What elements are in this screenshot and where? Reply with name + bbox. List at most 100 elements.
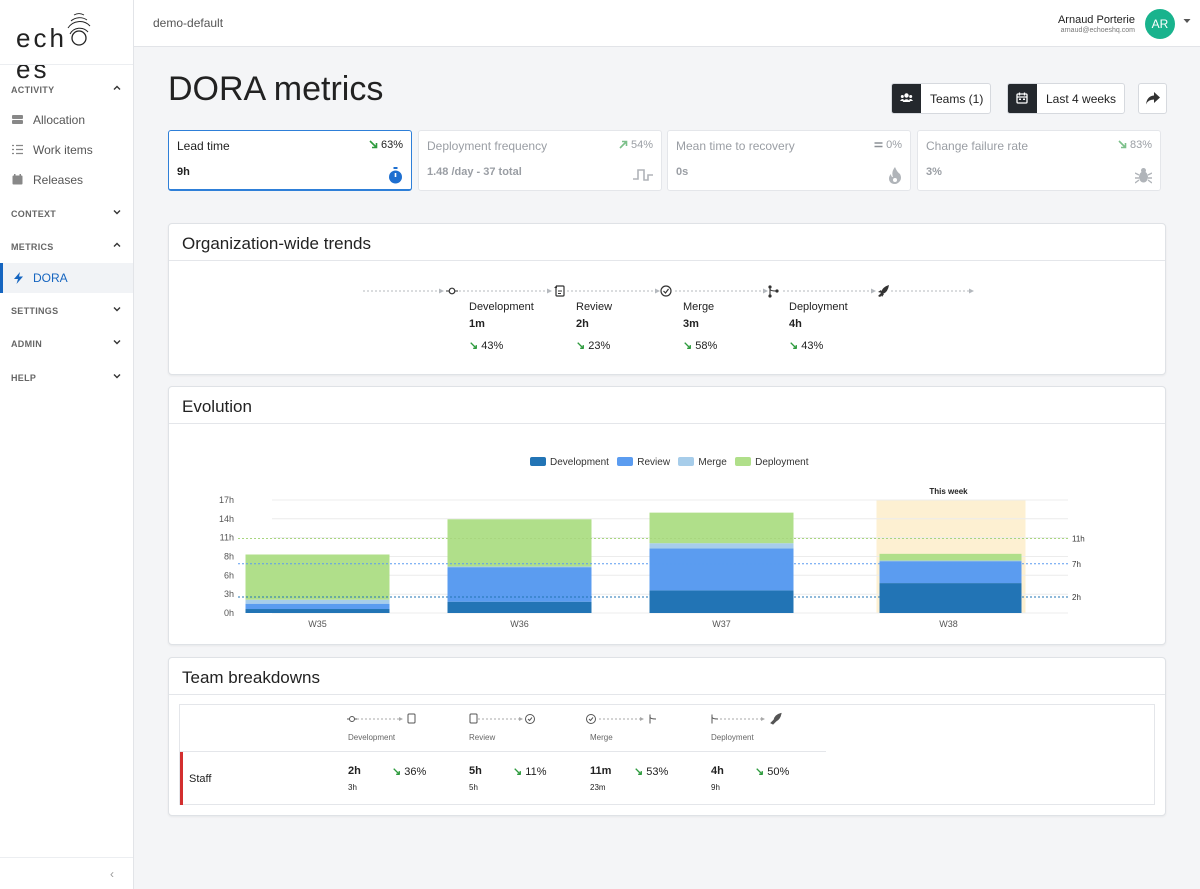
check-circle-icon — [660, 285, 672, 297]
y-tick-label: 6h — [224, 570, 234, 580]
sidebar-item-label: Releases — [33, 173, 84, 187]
y-tick-label: 14h — [219, 514, 234, 524]
chevron-down-icon — [113, 340, 121, 345]
metric-delta: 83% — [1118, 139, 1152, 151]
topbar: demo-default Arnaud Porterie arnaud@echo… — [134, 0, 1200, 47]
section-metrics[interactable]: METRICS — [11, 242, 123, 252]
section-settings-label: SETTINGS — [11, 306, 59, 316]
metric-value: 3% — [926, 166, 942, 178]
section-admin[interactable]: ADMIN — [11, 339, 123, 349]
x-tick-label: W37 — [712, 619, 731, 629]
legend-item-development[interactable]: Development — [530, 457, 609, 468]
breakdown-table: Development Review Merge Deployment Staf… — [179, 704, 1155, 805]
y-tick-label: 17h — [219, 495, 234, 505]
echoes-logo[interactable]: eches — [16, 10, 120, 84]
cell-value: 5h — [469, 765, 482, 777]
metric-delta-value: 63% — [380, 139, 403, 151]
cell-delta: ↘ 50% — [755, 766, 790, 778]
step-value: 1m — [469, 318, 485, 330]
step-value: 2h — [576, 318, 589, 330]
evolution-title: Evolution — [182, 397, 252, 416]
section-settings[interactable]: SETTINGS — [11, 306, 123, 316]
sidebar-item-work-items[interactable]: Work items — [0, 135, 133, 165]
section-activity[interactable]: ACTIVITY — [11, 85, 123, 95]
avatar[interactable]: AR — [1145, 9, 1175, 39]
teams-button[interactable]: Teams (1) — [891, 83, 991, 114]
chevron-up-icon — [113, 242, 121, 247]
metric-card-mttr[interactable]: Mean time to recovery 0% 0s — [667, 130, 911, 191]
metric-title: Deployment frequency — [427, 139, 548, 153]
step-value: 4h — [789, 318, 802, 330]
sidebar-item-label: Allocation — [33, 113, 86, 127]
cell-value: 4h — [711, 765, 724, 777]
legend-item-deployment[interactable]: Deployment — [735, 457, 808, 468]
bar-deployment-w35 — [245, 554, 390, 600]
section-context-label: CONTEXT — [11, 209, 57, 219]
sidebar-item-allocation[interactable]: Allocation — [0, 105, 133, 135]
arrow-up-right-icon — [619, 140, 628, 149]
bar-merge-w35 — [245, 599, 390, 604]
breakdown-header-icons — [347, 712, 782, 725]
pulse-icon — [633, 169, 653, 181]
cell-delta: ↘ 36% — [392, 766, 427, 778]
users-icon — [900, 93, 913, 102]
period-button[interactable]: Last 4 weeks — [1007, 83, 1125, 114]
calendar-icon — [12, 174, 23, 185]
cell-sub: 5h — [469, 783, 478, 792]
cell-value: 11m — [590, 765, 612, 777]
bar-merge-w37 — [649, 543, 794, 549]
metric-card-deployment-frequency[interactable]: Deployment frequency 54% 1.48 /day - 37 … — [418, 130, 662, 191]
metric-value: 9h — [177, 166, 190, 178]
y-tick-label: 8h — [224, 552, 234, 562]
workspace-name[interactable]: demo-default — [153, 16, 224, 30]
legend-item-review[interactable]: Review — [617, 457, 670, 468]
cell-sub: 23m — [590, 783, 606, 792]
rocket-icon — [878, 285, 889, 297]
bar-development-w36 — [447, 601, 592, 613]
sidebar-item-dora[interactable]: DORA — [0, 263, 133, 293]
share-button[interactable] — [1138, 83, 1167, 114]
user-menu-caret-icon[interactable] — [1183, 18, 1191, 24]
section-metrics-label: METRICS — [11, 242, 54, 252]
calendar-icon — [1016, 92, 1028, 104]
legend-item-merge[interactable]: Merge — [678, 457, 727, 468]
x-tick-label: W35 — [308, 619, 327, 629]
breakdown-header-deployment: Deployment — [711, 733, 754, 742]
bar-development-w35 — [245, 609, 390, 613]
section-help[interactable]: HELP — [11, 373, 123, 383]
section-context[interactable]: CONTEXT — [11, 209, 123, 219]
sidebar-collapse-button[interactable]: ‹ — [0, 857, 133, 889]
y-tick-label: 3h — [224, 589, 234, 599]
sidebar-divider — [0, 64, 133, 65]
cell-sub: 9h — [711, 783, 720, 792]
panel-divider — [169, 260, 1165, 261]
x-tick-label: W38 — [939, 619, 958, 629]
step-name: Review — [576, 301, 613, 313]
team-name[interactable]: Staff — [189, 773, 212, 785]
user-name: Arnaud Porterie — [1057, 14, 1135, 26]
sidebar: eches ACTIVITY Allocation Work items Rel… — [0, 0, 134, 889]
metric-card-lead-time[interactable]: Lead time 63% 9h — [168, 130, 412, 191]
sidebar-item-label: DORA — [33, 271, 68, 285]
fire-icon — [889, 167, 901, 184]
sidebar-item-label: Work items — [33, 143, 93, 157]
metric-delta: 63% — [369, 139, 403, 151]
bar-review-w37 — [649, 548, 794, 591]
chevron-down-icon — [113, 307, 121, 312]
metric-value: 0s — [676, 166, 689, 178]
logo-wordmark: eches — [16, 23, 67, 84]
y-tick-label: 11h — [220, 533, 234, 543]
teams-button-label: Teams (1) — [930, 92, 984, 106]
bar-review-w36 — [447, 567, 592, 602]
bar-development-w37 — [649, 590, 794, 613]
teams-icon-box — [892, 84, 921, 113]
arrow-down-right-icon — [1118, 140, 1127, 149]
this-week-label: This week — [929, 487, 968, 496]
x-tick-label: W36 — [510, 619, 529, 629]
bar-review-w38 — [879, 561, 1022, 584]
sidebar-item-releases[interactable]: Releases — [0, 165, 133, 195]
breakdowns-title: Team breakdowns — [182, 668, 320, 687]
bar-development-w38 — [879, 583, 1022, 613]
period-icon-box — [1008, 84, 1037, 113]
metric-card-change-failure-rate[interactable]: Change failure rate 83% 3% — [917, 130, 1161, 191]
